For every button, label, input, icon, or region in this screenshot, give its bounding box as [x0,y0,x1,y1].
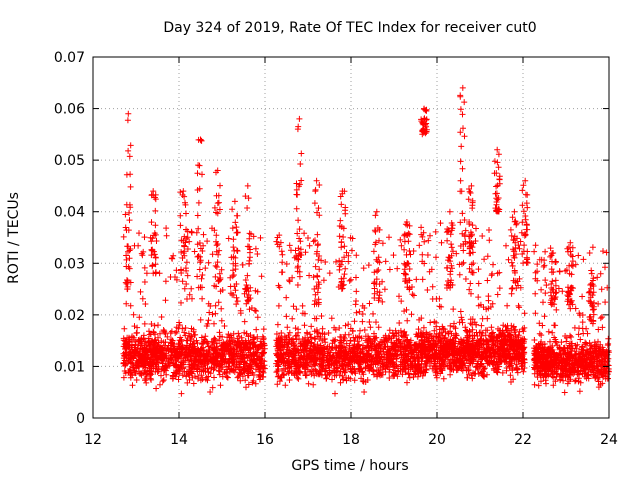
y-axis-label: ROTI / TECUs [6,192,22,284]
x-tick-label: 22 [514,432,532,448]
y-tick-label: 0.05 [54,153,85,169]
x-axis-label: GPS time / hours [291,458,408,474]
y-tick-label: 0.06 [54,102,85,118]
y-tick-label: 0.01 [54,359,85,375]
chart-title: Day 324 of 2019, Rate Of TEC Index for r… [163,20,536,36]
x-tick-label: 12 [84,432,102,448]
x-tick-label: 16 [256,432,274,448]
y-tick-label: 0.03 [54,256,85,272]
x-tick-label: 18 [342,432,360,448]
axis-ticks: 12 14 16 18 20 22 24 0 0.01 0.02 0.03 0.04 0.05 0.06 0… [54,50,618,448]
x-tick-label: 14 [170,432,188,448]
data-points [120,84,612,397]
x-tick-label: 20 [428,432,446,448]
roti-points [120,84,612,397]
y-tick-label: 0 [76,411,85,427]
y-tick-label: 0.02 [54,308,85,324]
x-tick-label: 24 [600,432,618,448]
y-tick-label: 0.07 [54,50,85,66]
y-tick-label: 0.04 [54,205,85,221]
